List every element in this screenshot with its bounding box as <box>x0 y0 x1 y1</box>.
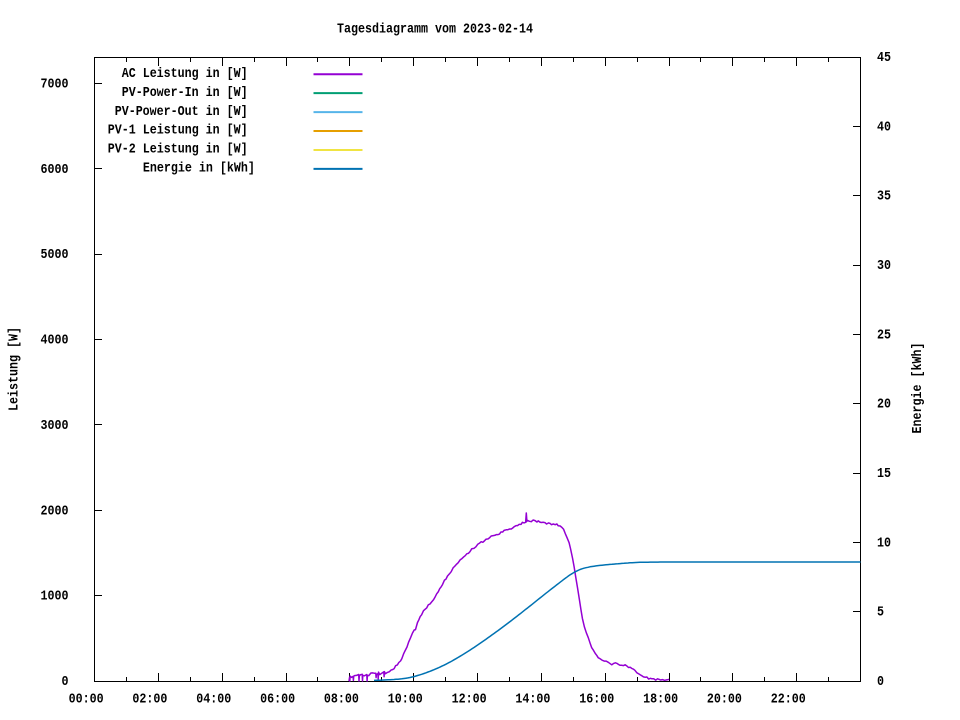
svg-text:08:00: 08:00 <box>324 692 359 708</box>
svg-text:PV-2 Leistung in [W]: PV-2 Leistung in [W] <box>108 142 248 158</box>
svg-text:25: 25 <box>877 327 891 343</box>
svg-text:40: 40 <box>877 119 891 135</box>
svg-text:4000: 4000 <box>41 333 69 349</box>
svg-text:10:00: 10:00 <box>388 692 423 708</box>
svg-text:00:00: 00:00 <box>69 692 104 708</box>
svg-text:35: 35 <box>877 189 891 205</box>
svg-text:18:00: 18:00 <box>643 692 678 708</box>
svg-text:PV-1 Leistung in [W]: PV-1 Leistung in [W] <box>108 123 248 139</box>
svg-text:22:00: 22:00 <box>771 692 806 708</box>
svg-text:20:00: 20:00 <box>707 692 742 708</box>
svg-text:5: 5 <box>877 605 884 621</box>
svg-text:Energie in [kWh]: Energie in [kWh] <box>143 161 255 177</box>
svg-text:15: 15 <box>877 466 891 482</box>
svg-text:20: 20 <box>877 397 891 413</box>
svg-text:14:00: 14:00 <box>515 692 550 708</box>
svg-text:02:00: 02:00 <box>132 692 167 708</box>
svg-text:1000: 1000 <box>41 589 69 605</box>
svg-text:04:00: 04:00 <box>196 692 231 708</box>
svg-text:16:00: 16:00 <box>579 692 614 708</box>
svg-text:06:00: 06:00 <box>260 692 295 708</box>
svg-text:0: 0 <box>62 674 69 690</box>
svg-text:7000: 7000 <box>41 76 69 92</box>
svg-text:30: 30 <box>877 258 891 274</box>
svg-text:PV-Power-Out in [W]: PV-Power-Out in [W] <box>115 104 248 120</box>
svg-text:5000: 5000 <box>41 247 69 263</box>
svg-text:3000: 3000 <box>41 418 69 434</box>
svg-text:10: 10 <box>877 535 891 551</box>
svg-text:12:00: 12:00 <box>452 692 487 708</box>
svg-text:2000: 2000 <box>41 503 69 519</box>
svg-text:PV-Power-In in [W]: PV-Power-In in [W] <box>122 85 248 101</box>
svg-text:Tagesdiagramm vom 2023-02-14: Tagesdiagramm vom 2023-02-14 <box>337 22 533 38</box>
svg-text:0: 0 <box>877 674 884 690</box>
svg-text:45: 45 <box>877 50 891 66</box>
svg-text:6000: 6000 <box>41 162 69 178</box>
svg-text:AC Leistung in [W]: AC Leistung in [W] <box>122 66 248 82</box>
svg-text:Leistung [W]: Leistung [W] <box>7 327 23 411</box>
svg-text:Energie [kWh]: Energie [kWh] <box>910 343 926 434</box>
